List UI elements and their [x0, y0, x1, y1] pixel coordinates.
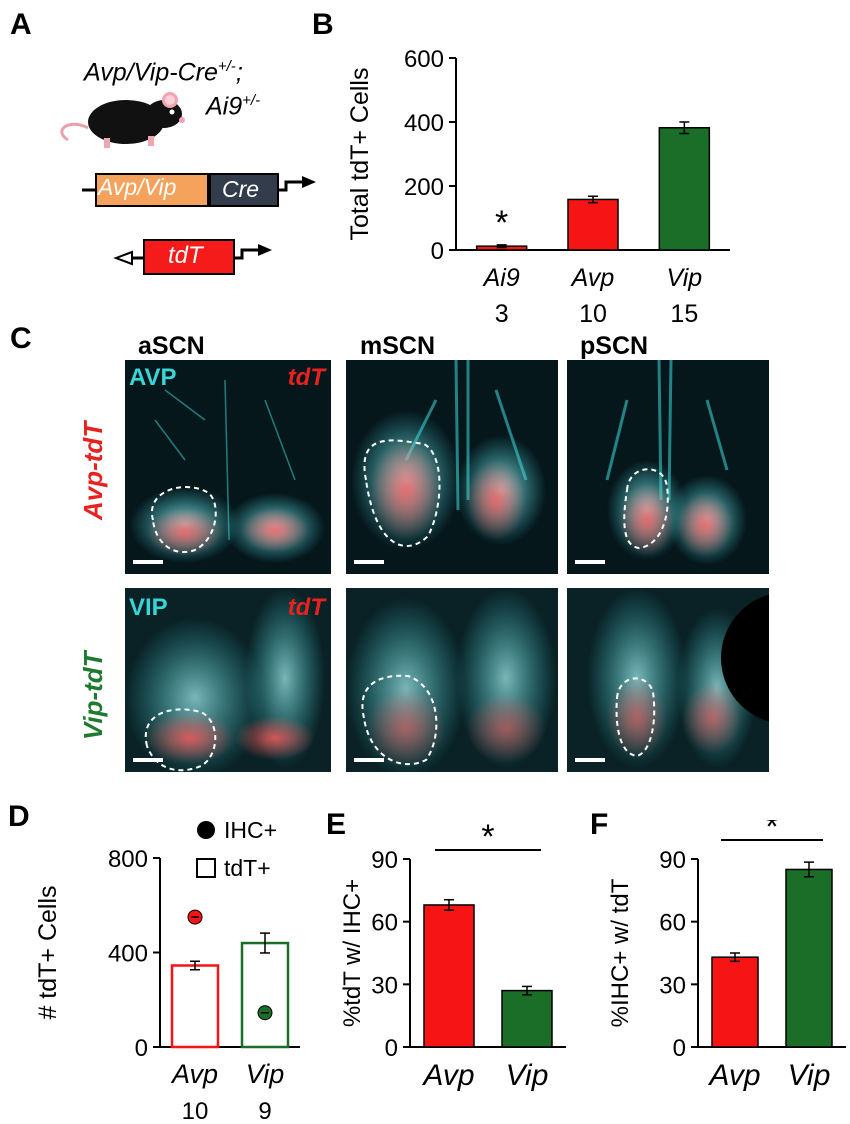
y-tick-label: 0: [673, 1035, 686, 1062]
tdt-construct: [113, 239, 272, 275]
scale-bar: [133, 758, 163, 762]
scale-bar: [133, 560, 163, 564]
cre-label: Cre: [222, 176, 260, 202]
bar-vip: [501, 989, 553, 1048]
legend-label: tdT+: [224, 855, 271, 881]
significance-star: *: [495, 204, 508, 242]
micrograph-avp-ascn: AVP tdT: [125, 360, 331, 574]
x-tick-label: Avp: [170, 1059, 218, 1089]
significance-star: *: [765, 820, 778, 846]
panel-label-c: C: [10, 322, 32, 355]
y-axis-label: Total tdT+ Cells: [346, 68, 374, 241]
column-title-pscn: pSCN: [580, 332, 649, 360]
sample-size-label: 15: [670, 300, 698, 328]
bar-avp: [423, 904, 475, 1048]
x-tick-label: Vip: [788, 1059, 831, 1092]
y-tick-label: 200: [404, 174, 444, 201]
panel-label-e: E: [326, 808, 347, 841]
y-tick-label: 0: [431, 238, 444, 265]
panel-label-b: B: [312, 8, 334, 41]
mouse-illustration: [60, 92, 185, 148]
scale-bar: [354, 758, 384, 762]
sample-size-label: 9: [258, 1098, 271, 1124]
y-tick-label: 400: [108, 941, 148, 968]
y-axis-label: %tdT w/ IHC+: [339, 879, 366, 1027]
chart-b: 0 200 400 600 Total tdT+ Cells Ai9 3 Avp 10 Vip 15…: [346, 46, 730, 328]
y-tick-label: 600: [404, 46, 444, 73]
scale-bar: [575, 758, 605, 762]
panel-label-d: D: [8, 800, 30, 833]
bar-vip: [785, 868, 833, 1048]
stain-label-avp: AVP: [129, 364, 177, 391]
reporter-label-avp: tdT: [287, 364, 325, 391]
y-tick-label: 30: [659, 972, 686, 999]
micrograph-vip-pscn: [567, 588, 769, 772]
x-tick-label: Vip: [666, 264, 702, 292]
bar-vip: [240, 941, 290, 1049]
y-tick-label: 800: [108, 846, 148, 873]
row-label-avp-tdt: Avp-tdT: [78, 421, 108, 520]
significance-star: *: [481, 820, 494, 856]
y-tick-label: 0: [385, 1035, 398, 1062]
bar-vip: [658, 127, 711, 251]
micrograph-vip-mscn: [346, 588, 558, 772]
genotype-line-1: Avp/Vip-Cre+/-;: [84, 58, 243, 87]
panel-label-a: A: [10, 8, 32, 41]
row-label-vip-tdt: Vip-tdT: [78, 651, 108, 740]
x-tick-label: Ai9: [482, 264, 520, 292]
x-tick-label: Avp: [421, 1059, 474, 1092]
column-title-mscn: mSCN: [360, 332, 436, 360]
y-axis-label: %IHC+ w/ tdT: [607, 878, 634, 1027]
x-tick-label: Vip: [246, 1059, 285, 1089]
panel-label-f: F: [590, 808, 609, 841]
y-tick-label: 30: [371, 972, 398, 999]
x-tick-label: Avp: [570, 264, 615, 292]
scale-bar: [575, 560, 605, 564]
column-title-ascn: aSCN: [138, 332, 205, 360]
sample-size-label: 10: [182, 1098, 209, 1124]
bar-avp: [711, 956, 759, 1048]
chart-d: 0 400 800 # tdT+ Cells Avp 10 Vip 9 IHC+ tdT+: [34, 817, 300, 1124]
chart-f: 0 30 60 90 %IHC+ w/ tdT Avp Vip *: [607, 820, 846, 1092]
legend-marker-filled-circle: [197, 821, 215, 839]
scale-bar: [354, 560, 384, 564]
genotype-line-2: Ai9+/-: [206, 92, 261, 121]
stain-label-vip: VIP: [129, 594, 168, 621]
y-tick-label: 400: [404, 110, 444, 137]
legend-label: IHC+: [224, 817, 277, 843]
micrograph-vip-ascn: VIP tdT: [125, 588, 331, 772]
y-tick-label: 60: [371, 910, 398, 937]
chart-e: 0 30 60 90%tdT w/ IHC+ Avp Vip *: [339, 820, 566, 1092]
bar-avp: [170, 964, 220, 1049]
cre-construct: [82, 173, 316, 207]
y-tick-label: 60: [659, 910, 686, 937]
micrograph-avp-mscn: [346, 360, 558, 574]
reporter-label-vip: tdT: [287, 594, 325, 621]
micrograph-avp-pscn: [567, 360, 769, 574]
tdt-gene-label: tdT: [168, 242, 203, 269]
x-tick-label: Avp: [707, 1059, 760, 1092]
legend-marker-open-square: [196, 858, 216, 878]
y-tick-label: 90: [659, 847, 686, 874]
x-tick-label: Vip: [506, 1059, 549, 1092]
sample-size-label: 10: [579, 300, 607, 328]
sample-size-label: 3: [495, 300, 509, 328]
y-tick-label: 0: [135, 1035, 148, 1062]
y-axis-label: # tdT+ Cells: [34, 885, 62, 1019]
y-tick-label: 90: [371, 847, 398, 874]
bar-avp: [567, 198, 619, 251]
promoter-label: Avp/Vip: [98, 174, 177, 200]
